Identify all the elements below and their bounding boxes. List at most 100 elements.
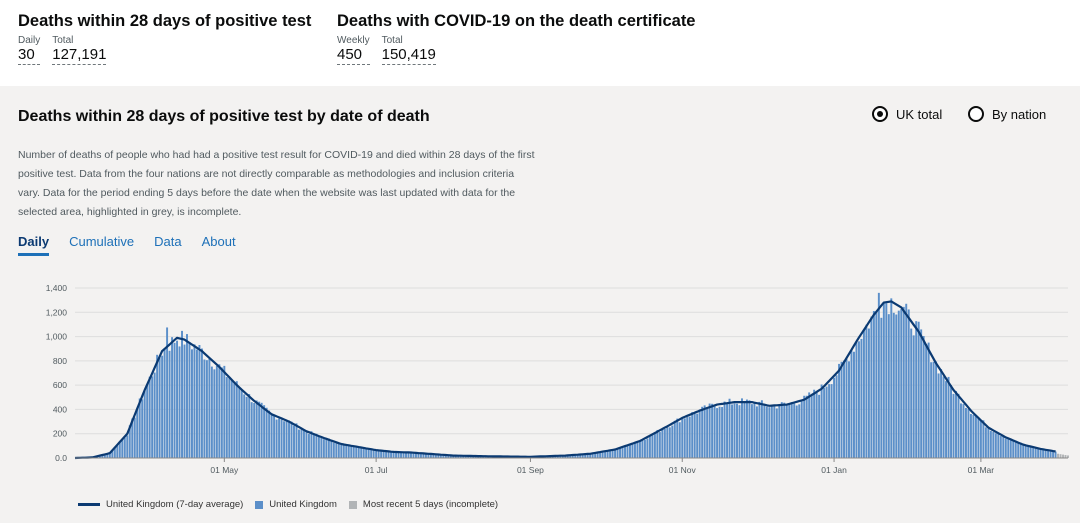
legend-item-daily[interactable]: United Kingdom xyxy=(255,499,337,510)
bar-daily xyxy=(805,395,808,458)
bar-daily xyxy=(606,450,609,458)
bar-daily xyxy=(116,445,119,458)
bar-daily xyxy=(890,298,893,458)
bar-daily xyxy=(775,408,778,458)
x-tick-label: 01 Jul xyxy=(365,465,388,475)
bar-daily xyxy=(131,418,134,458)
bar-daily xyxy=(698,409,701,458)
metric-value[interactable]: 150,419 xyxy=(381,46,436,65)
tab-data[interactable]: Data xyxy=(154,234,182,249)
bar-daily xyxy=(979,420,982,458)
metric-daily[interactable]: Daily 30 xyxy=(18,35,41,65)
bar-daily xyxy=(758,401,761,458)
bar-daily xyxy=(327,438,330,458)
y-tick-label: 1,000 xyxy=(46,332,68,342)
bar-daily xyxy=(268,410,271,458)
bar-daily xyxy=(462,455,465,458)
bar-daily xyxy=(153,372,156,458)
legend-item-7day-average[interactable]: United Kingdom (7-day average) xyxy=(78,499,243,510)
bar-daily xyxy=(641,440,644,458)
bar-daily xyxy=(133,417,136,458)
bar-daily xyxy=(661,429,664,458)
bar-daily xyxy=(937,373,940,458)
bar-daily xyxy=(584,454,587,458)
bar-daily xyxy=(653,432,656,458)
bar-daily xyxy=(947,376,950,458)
bar-daily xyxy=(1032,447,1035,458)
metric-value[interactable]: 450 xyxy=(337,46,370,65)
bar-daily xyxy=(666,426,669,458)
radio-uk-total[interactable]: UK total xyxy=(872,106,942,122)
bar-daily xyxy=(701,406,704,458)
y-tick-label: 0.0 xyxy=(55,453,67,463)
bar-daily xyxy=(556,455,559,458)
metric-label: Total xyxy=(381,35,403,46)
bar-daily xyxy=(220,367,223,458)
bar-daily xyxy=(166,327,169,458)
bar-daily xyxy=(230,379,233,458)
bar-daily xyxy=(176,340,179,458)
bar-daily xyxy=(586,454,589,458)
bar-daily xyxy=(773,404,776,458)
bar-daily xyxy=(813,389,816,458)
bar-daily xyxy=(631,443,634,458)
bar-daily xyxy=(452,455,455,458)
bar-daily xyxy=(643,439,646,458)
bar-daily xyxy=(419,453,422,458)
bar-daily xyxy=(721,407,724,458)
bar-daily xyxy=(385,451,388,458)
bar-daily xyxy=(885,303,888,458)
metric-value[interactable]: 127,191 xyxy=(52,46,107,65)
bar-daily xyxy=(225,377,228,458)
bar-daily xyxy=(678,422,681,458)
bar-daily xyxy=(1017,442,1020,458)
bar-daily xyxy=(688,416,691,458)
bar-daily xyxy=(228,378,231,458)
bar-daily xyxy=(576,454,579,458)
bar-daily xyxy=(892,312,895,458)
x-tick-label: 01 Sep xyxy=(517,465,544,475)
radio-by-nation[interactable]: By nation xyxy=(968,106,1046,122)
bar-daily xyxy=(444,454,447,458)
bar-daily xyxy=(215,365,218,458)
bar-daily xyxy=(248,394,251,458)
bar-daily xyxy=(932,361,935,458)
tab-daily[interactable]: Daily xyxy=(18,234,50,256)
bar-daily xyxy=(1022,444,1025,458)
bar-daily xyxy=(964,407,967,458)
bar-daily xyxy=(1002,436,1005,458)
bar-daily xyxy=(922,336,925,458)
bar-daily xyxy=(790,402,793,458)
bar-daily xyxy=(280,419,283,458)
bar-daily xyxy=(243,394,246,458)
bar-daily xyxy=(691,412,694,458)
bar-daily xyxy=(696,413,699,458)
bar-daily xyxy=(882,302,885,458)
bar-daily xyxy=(599,451,602,458)
bar-daily xyxy=(852,351,855,458)
bar-daily xyxy=(218,364,221,458)
bar-daily xyxy=(305,431,308,458)
metric-total[interactable]: Total 127,191 xyxy=(52,35,107,65)
metric-total[interactable]: Total 150,419 xyxy=(381,35,436,65)
metric-value[interactable]: 30 xyxy=(18,46,41,65)
tab-cumulative[interactable]: Cumulative xyxy=(69,234,135,249)
bar-daily xyxy=(283,421,286,458)
bar-daily xyxy=(1042,449,1045,458)
bar-daily xyxy=(255,400,258,458)
bar-daily xyxy=(275,419,278,458)
bar-daily xyxy=(663,428,666,458)
bar-daily xyxy=(405,452,407,458)
bar-daily xyxy=(98,455,101,458)
legend-item-incomplete[interactable]: Most recent 5 days (incomplete) xyxy=(348,499,498,510)
bar-daily xyxy=(402,452,405,458)
bar-daily xyxy=(1009,439,1012,458)
bar-daily xyxy=(706,408,709,458)
legend-label: United Kingdom (7-day average) xyxy=(106,499,244,510)
metric-weekly[interactable]: Weekly 450 xyxy=(337,35,370,65)
bar-daily xyxy=(395,452,398,458)
bar-daily xyxy=(432,453,435,458)
tab-about[interactable]: About xyxy=(201,234,236,249)
chart-legend: United Kingdom (7-day average) United Ki… xyxy=(78,499,498,510)
bar-daily xyxy=(260,402,263,458)
